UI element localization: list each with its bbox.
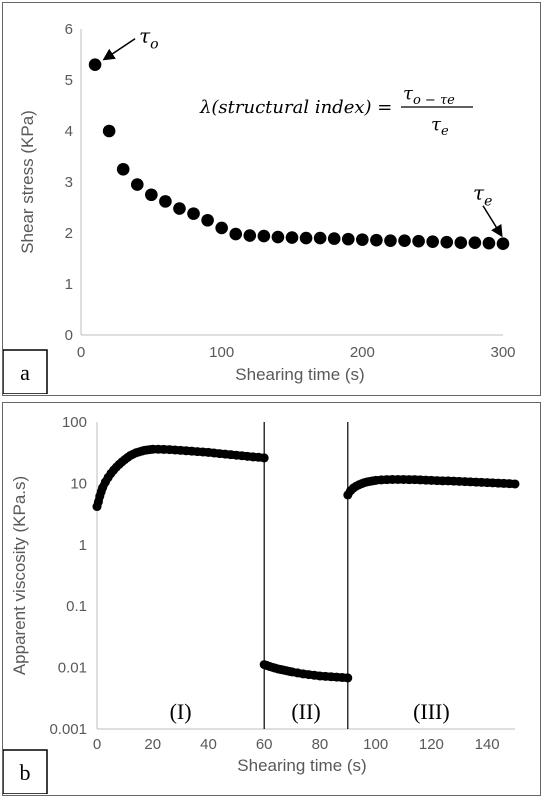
tau-e-label: τe — [473, 181, 492, 210]
data-point — [341, 232, 355, 246]
formula-numerator: τo − τe — [403, 83, 455, 108]
tau-o-label: τo — [139, 24, 159, 53]
x-axis-title: Shearing time (s) — [235, 365, 364, 384]
chart-panel-b: 0.001 0.01 0.1 1 10 100 0 20 40 60 80 100 120 140 Shea… — [2, 402, 541, 796]
y-tick-label: 0.1 — [66, 598, 87, 615]
data-point — [370, 233, 383, 247]
series-3 — [343, 474, 520, 500]
data-point — [130, 178, 144, 191]
y-tick-label: 100 — [62, 414, 87, 431]
data-point — [201, 213, 214, 227]
x-axis-title: Shearing time (s) — [237, 756, 366, 775]
tau-o-arrow — [102, 38, 136, 61]
data-point — [243, 229, 257, 242]
data-point — [259, 453, 269, 463]
data-point — [482, 236, 496, 250]
x-tick-label: 80 — [312, 736, 329, 753]
region-label: (I) — [170, 699, 192, 724]
formula-left: λ(structural index) = — [199, 97, 392, 118]
panel-label-box — [3, 349, 48, 394]
y-tick-label: 10 — [70, 475, 87, 492]
data-point — [398, 234, 411, 247]
x-tick-label: 60 — [256, 736, 273, 753]
x-tick-label: 40 — [200, 736, 217, 753]
data-point — [356, 233, 369, 246]
y-tick-label: 6 — [65, 21, 73, 38]
data-point — [116, 162, 130, 176]
y-tick-label: 0 — [65, 327, 73, 344]
y-axis-title: Apparent viscosity (KPa.s) — [10, 476, 29, 675]
data-point — [88, 58, 102, 71]
x-tick-label: 300 — [490, 344, 515, 361]
data-point — [468, 236, 482, 249]
y-tick-label: 1 — [79, 537, 87, 554]
region-label: (II) — [291, 699, 320, 724]
formula-denominator: τe — [431, 114, 449, 139]
apparent-viscosity-chart: 0.001 0.01 0.1 1 10 100 0 20 40 60 80 100 120 140 Shea… — [3, 414, 520, 794]
x-tick-label: 120 — [419, 736, 444, 753]
series-2 — [259, 660, 353, 683]
y-tick-label: 1 — [65, 276, 73, 293]
data-point — [271, 230, 285, 244]
x-tick-label: 20 — [144, 736, 161, 753]
data-point — [173, 202, 186, 215]
data-point — [510, 479, 520, 489]
x-tick-label: 200 — [350, 344, 375, 361]
shear-stress-chart: 0 1 2 3 4 5 6 0 100 200 300 Shearing time (s) Shear … — [3, 21, 516, 394]
tau-e-arrow — [482, 205, 503, 238]
panel-label: a — [20, 360, 30, 385]
y-tick-label: 0.01 — [58, 660, 87, 677]
data-point — [187, 207, 200, 220]
y-tick-label: 0.001 — [49, 721, 87, 738]
chart-panel-a: 0 1 2 3 4 5 6 0 100 200 300 Shearing time (s) Shear … — [2, 2, 541, 396]
data-point — [496, 237, 510, 251]
panel-label: b — [20, 760, 31, 785]
data-point — [285, 231, 299, 244]
data-point — [229, 227, 243, 241]
y-tick-label: 4 — [65, 123, 73, 140]
data-point — [426, 235, 439, 248]
data-point — [257, 229, 271, 243]
y-axis-title: Shear stress (KPa) — [18, 110, 37, 254]
data-point — [343, 673, 353, 683]
data-point — [313, 231, 327, 245]
x-tick-label: 0 — [77, 344, 85, 361]
data-point — [440, 235, 454, 249]
data-point — [159, 195, 172, 208]
y-tick-label: 3 — [65, 174, 73, 191]
x-tick-label: 140 — [475, 736, 500, 753]
panel-label-box — [3, 749, 48, 794]
y-tick-label: 2 — [65, 225, 73, 242]
x-tick-label: 0 — [93, 736, 101, 753]
data-point — [215, 221, 228, 235]
data-point — [145, 188, 158, 202]
y-tick-label: 5 — [65, 72, 73, 89]
data-point — [102, 124, 116, 138]
data-point — [412, 234, 425, 248]
region-label: (III) — [413, 699, 450, 724]
series-1 — [92, 444, 269, 512]
x-tick-label: 100 — [209, 344, 234, 361]
data-point — [327, 232, 341, 245]
data-point — [454, 236, 468, 249]
data-point — [384, 234, 397, 247]
data-point — [299, 231, 313, 245]
x-tick-label: 100 — [363, 736, 388, 753]
